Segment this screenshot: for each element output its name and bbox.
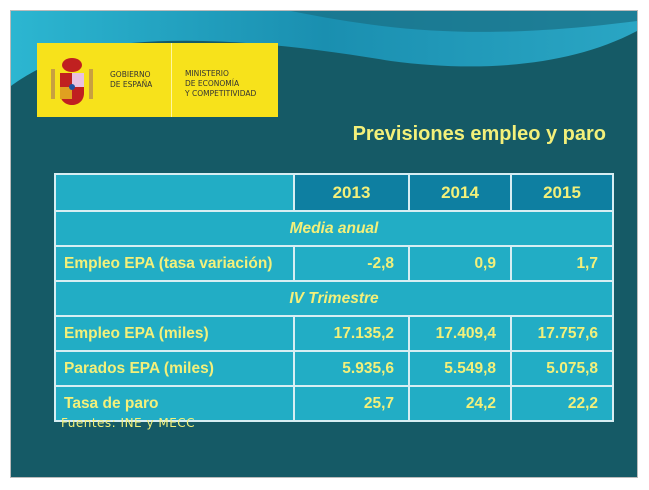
table-row: Parados EPA (miles) 5.935,6 5.549,8 5.07…	[54, 350, 614, 387]
cell-value: 1,7	[510, 245, 614, 282]
forecast-table: 2013 2014 2015 Media anual Empleo EPA (t…	[54, 173, 614, 422]
source-note: Fuentes: INE y MECC	[61, 416, 196, 430]
row-label: Tasa de paro	[54, 385, 295, 422]
cell-value: 0,9	[408, 245, 512, 282]
header-empty-cell	[54, 173, 295, 212]
section-row: IV Trimestre	[54, 280, 614, 317]
cell-value: 25,7	[293, 385, 410, 422]
row-label: Empleo EPA (tasa variación)	[54, 245, 295, 282]
slide-title: Previsiones empleo y paro	[352, 123, 606, 145]
row-label: Parados EPA (miles)	[54, 350, 295, 387]
year-header: 2014	[408, 173, 512, 212]
row-label: Empleo EPA (miles)	[54, 315, 295, 352]
cell-value: 17.135,2	[293, 315, 410, 352]
cell-value: 5.075,8	[510, 350, 614, 387]
government-logo: GOBIERNO DE ESPAÑA MINISTERIO DE ECONOMÍ…	[37, 43, 278, 117]
logo-line: DE ESPAÑA	[110, 80, 153, 89]
coat-of-arms-icon	[51, 58, 93, 105]
cell-value: 5.549,8	[408, 350, 512, 387]
cell-value: 17.757,6	[510, 315, 614, 352]
logo-line: Y COMPETITIVIDAD	[185, 89, 257, 98]
logo-divider	[171, 43, 172, 117]
slide: GOBIERNO DE ESPAÑA MINISTERIO DE ECONOMÍ…	[10, 10, 638, 478]
cell-value: 17.409,4	[408, 315, 512, 352]
cell-value: 22,2	[510, 385, 614, 422]
year-header: 2013	[293, 173, 410, 212]
table-header-row: 2013 2014 2015	[54, 173, 614, 212]
year-header: 2015	[510, 173, 614, 212]
table-row: Tasa de paro 25,7 24,2 22,2	[54, 385, 614, 422]
section-label: IV Trimestre	[54, 280, 614, 317]
cell-value: 24,2	[408, 385, 512, 422]
logo-line: MINISTERIO	[185, 69, 229, 78]
section-label: Media anual	[54, 210, 614, 247]
table-row: Empleo EPA (miles) 17.135,2 17.409,4 17.…	[54, 315, 614, 352]
gobierno-text: GOBIERNO DE ESPAÑA	[110, 70, 152, 90]
ministerio-text: MINISTERIO DE ECONOMÍA Y COMPETITIVIDAD	[185, 69, 256, 99]
logo-line: DE ECONOMÍA	[185, 79, 240, 88]
cell-value: -2,8	[293, 245, 410, 282]
logo-line: GOBIERNO	[110, 70, 151, 79]
header-wave-decoration	[11, 11, 637, 86]
table-row: Empleo EPA (tasa variación) -2,8 0,9 1,7	[54, 245, 614, 282]
cell-value: 5.935,6	[293, 350, 410, 387]
section-row: Media anual	[54, 210, 614, 247]
